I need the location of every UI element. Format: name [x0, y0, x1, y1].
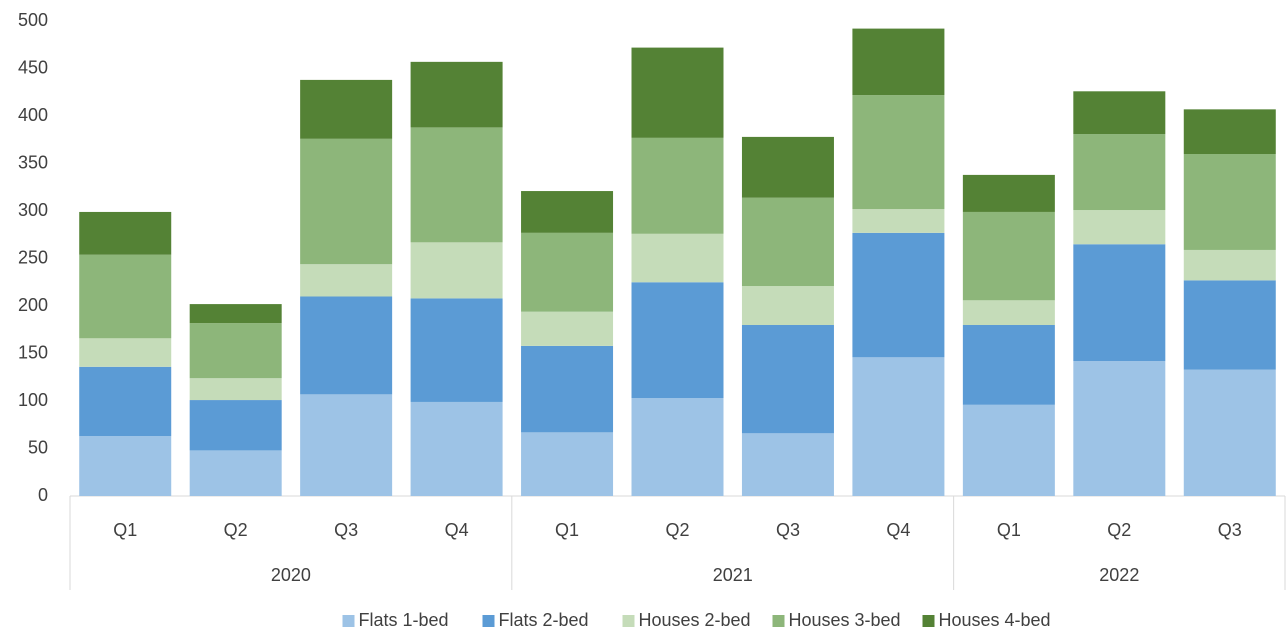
bar-segment	[410, 298, 503, 402]
bar-segment	[1183, 369, 1276, 496]
legend-swatch	[342, 615, 355, 627]
bar-segment	[300, 138, 393, 265]
legend-label: Houses 3-bed	[789, 610, 901, 630]
y-tick-label: 50	[28, 437, 48, 457]
legend-swatch	[772, 615, 785, 627]
bar-segment	[79, 366, 172, 437]
bar-segment	[521, 232, 614, 312]
group-label: 2021	[713, 565, 753, 585]
bar-segment	[189, 450, 282, 496]
bar-segment	[631, 47, 724, 138]
bar-segment	[631, 282, 724, 399]
bar-segment	[521, 311, 614, 346]
bar-segment	[631, 233, 724, 283]
bar-segment	[1073, 244, 1166, 362]
bar-segment	[1073, 91, 1166, 135]
bar-segment	[1183, 154, 1276, 250]
y-tick-label: 450	[18, 57, 48, 77]
bar-segment	[962, 325, 1055, 405]
legend-label: Houses 4-bed	[939, 610, 1051, 630]
legend-swatch	[922, 615, 935, 627]
bar-segment	[79, 338, 172, 367]
y-tick-label: 400	[18, 105, 48, 125]
group-label: 2022	[1099, 565, 1139, 585]
bar-segment	[962, 174, 1055, 212]
y-tick-label: 150	[18, 342, 48, 362]
legend-label: Flats 1-bed	[359, 610, 449, 630]
bar-segment	[1183, 249, 1276, 281]
bar-segment	[741, 325, 834, 434]
bar-segment	[521, 345, 614, 433]
bar-segment	[741, 136, 834, 198]
bar-segment	[79, 254, 172, 339]
bar-segment	[300, 264, 393, 297]
bar-segment	[741, 197, 834, 287]
legend-label: Houses 2-bed	[639, 610, 751, 630]
y-tick-label: 200	[18, 295, 48, 315]
bar-segment	[631, 137, 724, 234]
bar-segment	[852, 232, 945, 358]
x-tick-label: Q1	[113, 520, 137, 540]
x-tick-label: Q4	[886, 520, 910, 540]
bar-segment	[852, 28, 945, 96]
bar-segment	[79, 436, 172, 496]
bar-segment	[300, 79, 393, 139]
x-tick-label: Q3	[1218, 520, 1242, 540]
bar-segment	[962, 300, 1055, 325]
bar-segment	[189, 323, 282, 379]
x-tick-label: Q3	[776, 520, 800, 540]
bar-segment	[410, 401, 503, 496]
bar-segment	[741, 433, 834, 496]
x-tick-label: Q2	[665, 520, 689, 540]
bar-segment	[1183, 109, 1276, 154]
x-tick-label: Q1	[555, 520, 579, 540]
bar-segment	[852, 357, 945, 496]
bar-segment	[189, 378, 282, 401]
x-tick-label: Q1	[997, 520, 1021, 540]
legend-label: Flats 2-bed	[499, 610, 589, 630]
bar-segment	[962, 404, 1055, 496]
bar-segment	[189, 400, 282, 451]
y-tick-label: 350	[18, 152, 48, 172]
x-tick-label: Q3	[334, 520, 358, 540]
x-tick-label: Q4	[445, 520, 469, 540]
y-tick-label: 500	[18, 10, 48, 30]
y-tick-label: 0	[38, 485, 48, 505]
bar-segment	[410, 61, 503, 128]
bar-segment	[79, 211, 172, 255]
bar-segment	[300, 296, 393, 395]
y-tick-label: 250	[18, 247, 48, 267]
bar-segment	[1073, 210, 1166, 245]
x-tick-label: Q2	[224, 520, 248, 540]
bar-segment	[741, 286, 834, 325]
bar-segment	[300, 394, 393, 496]
bar-segment	[1183, 280, 1276, 370]
y-tick-label: 100	[18, 390, 48, 410]
x-tick-label: Q2	[1107, 520, 1131, 540]
bar-segment	[1073, 134, 1166, 211]
y-tick-label: 300	[18, 200, 48, 220]
bar-segment	[852, 95, 945, 210]
bar-segment	[521, 432, 614, 496]
legend-swatch	[622, 615, 635, 627]
bar-segment	[852, 209, 945, 233]
group-label: 2020	[271, 565, 311, 585]
bar-segment	[410, 127, 503, 243]
bar-segment	[962, 211, 1055, 301]
bar-segment	[521, 191, 614, 233]
bar-segment	[1073, 361, 1166, 496]
bar-segment	[410, 242, 503, 299]
bar-segment	[189, 304, 282, 324]
legend-swatch	[482, 615, 495, 627]
bar-segment	[631, 398, 724, 496]
